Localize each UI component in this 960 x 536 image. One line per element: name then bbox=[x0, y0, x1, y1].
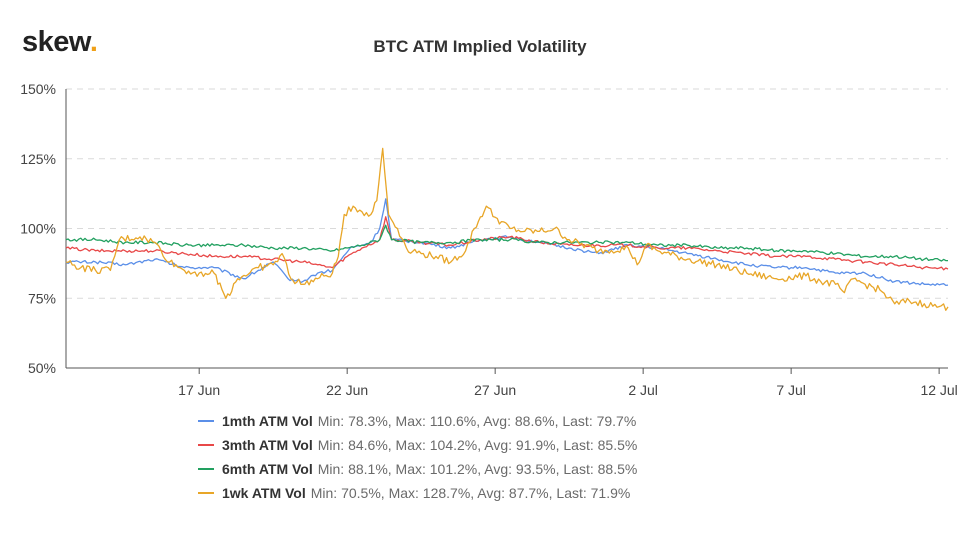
legend-stats-1wk: Min: 70.5%, Max: 128.7%, Avg: 87.7%, Las… bbox=[310, 485, 631, 501]
legend-stats-6mth: Min: 88.1%, Max: 101.2%, Avg: 93.5%, Las… bbox=[317, 461, 638, 477]
y-tick-label: 100% bbox=[20, 221, 56, 237]
legend-swatch-6mth bbox=[198, 468, 214, 470]
legend-stats-3mth: Min: 84.6%, Max: 104.2%, Avg: 91.9%, Las… bbox=[317, 437, 638, 453]
series-line-6mth bbox=[65, 224, 948, 262]
y-tick-label: 125% bbox=[20, 151, 56, 167]
series-line-3mth bbox=[65, 216, 949, 271]
legend-item-1mth[interactable]: 1mth ATM Vol Min: 78.3%, Max: 110.6%, Av… bbox=[198, 410, 636, 432]
series-line-1mth bbox=[65, 198, 949, 287]
series-line-1wk bbox=[65, 147, 949, 311]
y-tick-label: 50% bbox=[28, 360, 56, 376]
y-tick-label: 75% bbox=[28, 290, 56, 306]
legend-swatch-1wk bbox=[198, 492, 214, 494]
brand-logo: skew. bbox=[22, 26, 98, 59]
legend-item-1wk[interactable]: 1wk ATM Vol Min: 70.5%, Max: 128.7%, Avg… bbox=[198, 482, 630, 504]
legend-item-3mth[interactable]: 3mth ATM Vol Min: 84.6%, Max: 104.2%, Av… bbox=[198, 434, 637, 456]
legend-label-3mth: 3mth ATM Vol bbox=[222, 437, 313, 453]
x-tick-label: 27 Jun bbox=[474, 382, 516, 398]
legend-label-1mth: 1mth ATM Vol bbox=[222, 413, 313, 429]
legend-stats-1mth: Min: 78.3%, Max: 110.6%, Avg: 88.6%, Las… bbox=[317, 413, 637, 429]
gridlines bbox=[66, 88, 948, 299]
brand-dot: . bbox=[89, 26, 98, 58]
legend-label-1wk: 1wk ATM Vol bbox=[222, 485, 306, 501]
legend-swatch-1mth bbox=[198, 420, 214, 422]
legend-swatch-3mth bbox=[198, 444, 214, 446]
series-lines bbox=[65, 147, 949, 311]
x-tick-label: 12 Jul bbox=[920, 382, 957, 398]
axes: 50% 75% 100% 125% 150% 17 Jun 22 Jun 27 Jun 2 Ju… bbox=[20, 81, 958, 398]
legend-label-6mth: 6mth ATM Vol bbox=[222, 461, 313, 477]
legend-item-6mth[interactable]: 6mth ATM Vol Min: 88.1%, Max: 101.2%, Av… bbox=[198, 458, 637, 480]
x-tick-label: 7 Jul bbox=[776, 382, 806, 398]
x-tick-label: 17 Jun bbox=[178, 382, 220, 398]
x-tick-label: 22 Jun bbox=[326, 382, 368, 398]
chart-title: BTC ATM Implied Volatility bbox=[373, 37, 587, 56]
y-tick-label: 150% bbox=[20, 81, 56, 97]
x-tick-label: 2 Jul bbox=[628, 382, 658, 398]
brand-name: skew bbox=[22, 26, 90, 58]
